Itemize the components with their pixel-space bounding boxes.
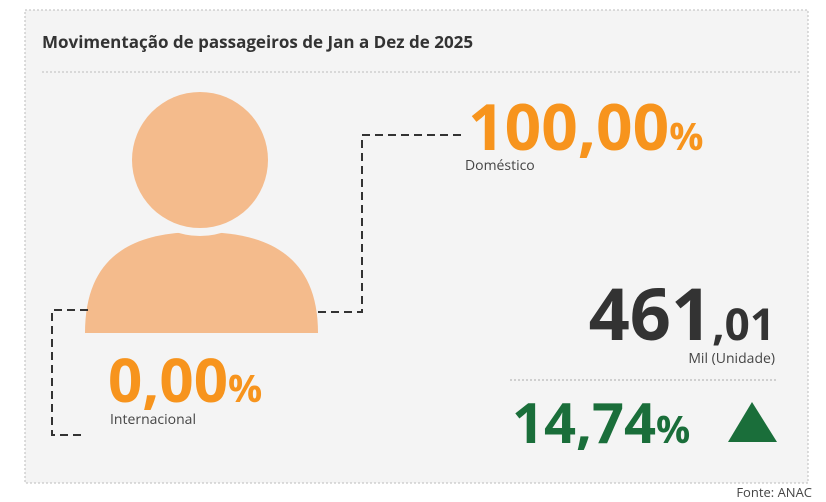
connector <box>51 309 88 436</box>
change-value: 14,74% <box>512 384 690 460</box>
title: Movimentação de passageiros de Jan a Dez… <box>42 30 473 53</box>
total-value: 461,01 <box>589 264 775 362</box>
source: Fonte: ANAC <box>736 483 812 501</box>
international-value: 0,00% <box>108 338 262 420</box>
connector <box>318 134 465 313</box>
domestic-label: Doméstico <box>465 156 535 175</box>
domestic-value: 100,00% <box>468 82 703 169</box>
up-arrow <box>728 402 777 442</box>
total-label: Mil (Unidade) <box>688 349 775 368</box>
person-icon <box>85 88 318 333</box>
international-label: Internacional <box>110 410 196 429</box>
